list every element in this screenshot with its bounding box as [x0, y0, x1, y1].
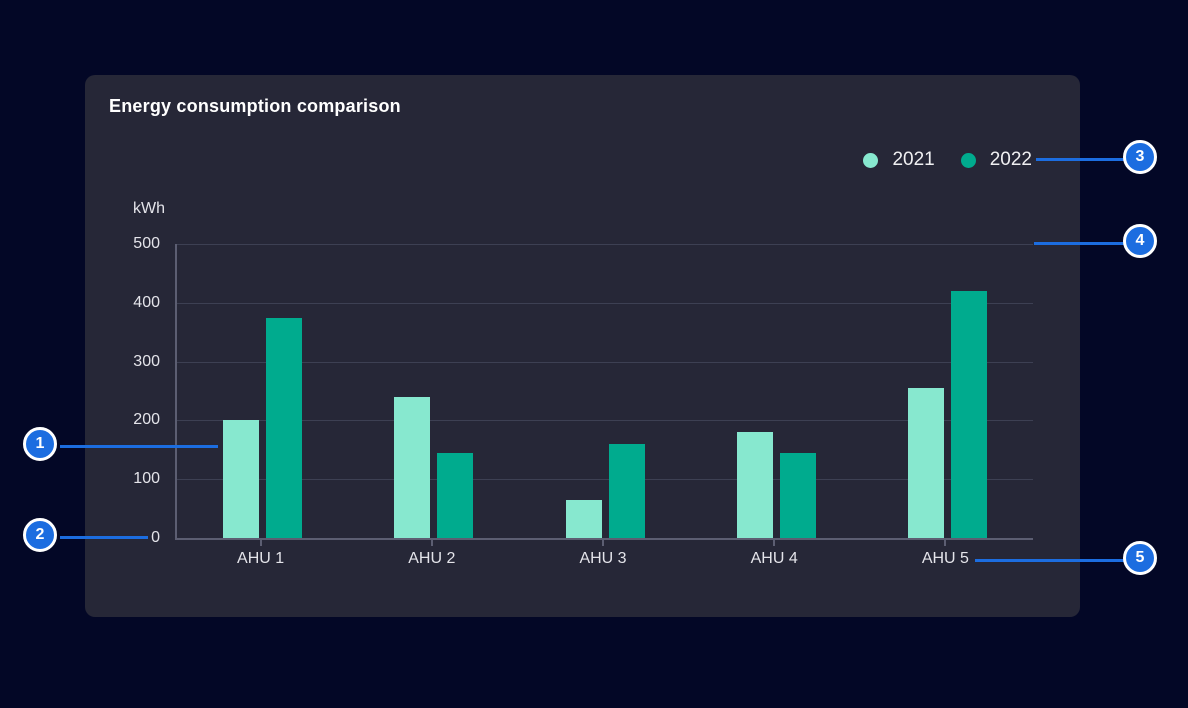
x-label-ahu-1: AHU 1	[237, 550, 285, 567]
x-axis: AHU 1 AHU 2 AHU 3 AHU 4 AHU 5	[175, 540, 1033, 574]
bar-2021-ahu-3	[565, 499, 602, 538]
callout-badge-1: 1	[23, 427, 57, 461]
gridline-400	[177, 302, 1033, 304]
gridline-100	[177, 479, 1033, 481]
chart-card: Energy consumption comparison 2021 2022 …	[85, 75, 1080, 617]
x-label-ahu-2: AHU 2	[408, 550, 456, 567]
chart-legend: 2021 2022	[863, 148, 1032, 172]
callout-line-3	[1036, 158, 1126, 161]
x-tick	[259, 540, 262, 546]
y-tick-label-100: 100	[133, 470, 160, 488]
x-tick	[773, 540, 776, 546]
bar-2022-ahu-2	[437, 452, 474, 538]
x-label-ahu-4: AHU 4	[750, 550, 798, 567]
bar-2022-ahu-3	[608, 443, 645, 538]
bar-2022-ahu-4	[779, 452, 816, 538]
bar-2021-ahu-4	[736, 432, 773, 538]
y-tick-label-200: 200	[133, 411, 160, 429]
gridline-200	[177, 420, 1033, 422]
bar-2021-ahu-5	[907, 388, 944, 538]
callout-line-5	[975, 559, 1126, 562]
x-label-ahu-3: AHU 3	[579, 550, 627, 567]
callout-line-2	[60, 536, 148, 539]
bar-2021-ahu-1	[223, 420, 260, 538]
plot-area	[175, 244, 1033, 540]
gridline-300	[177, 361, 1033, 363]
legend-label-2021: 2021	[892, 149, 935, 170]
y-axis-tick-labels: 0 100 200 300 400 500	[100, 235, 160, 546]
legend-label-2022: 2022	[989, 149, 1032, 170]
callout-badge-2: 2	[23, 518, 57, 552]
x-tick	[602, 540, 604, 546]
callout-line-4	[1034, 242, 1126, 245]
chart-title: Energy consumption comparison	[109, 96, 401, 116]
y-tick-label-400: 400	[133, 293, 160, 311]
bar-2022-ahu-1	[266, 317, 303, 538]
bar-2021-ahu-2	[394, 396, 431, 538]
x-label-ahu-5: AHU 5	[921, 550, 969, 567]
legend-item-2022: 2022	[960, 149, 1032, 171]
legend-item-2021: 2021	[863, 149, 935, 171]
y-tick-label-300: 300	[133, 352, 160, 370]
y-tick-label-500: 500	[133, 235, 160, 252]
callout-badge-5: 5	[1123, 541, 1157, 575]
legend-dot-2021-icon	[863, 152, 879, 168]
y-tick-label-0: 0	[151, 529, 160, 546]
callout-badge-3: 3	[1123, 140, 1157, 174]
callout-badge-4: 4	[1123, 224, 1157, 258]
y-axis-unit-label: kWh	[133, 200, 165, 217]
bar-2022-ahu-5	[950, 291, 987, 538]
callout-line-1	[60, 445, 218, 448]
legend-dot-2022-icon	[960, 152, 976, 168]
gridline-500	[177, 244, 1033, 245]
x-tick	[944, 540, 947, 546]
x-tick	[430, 540, 433, 546]
